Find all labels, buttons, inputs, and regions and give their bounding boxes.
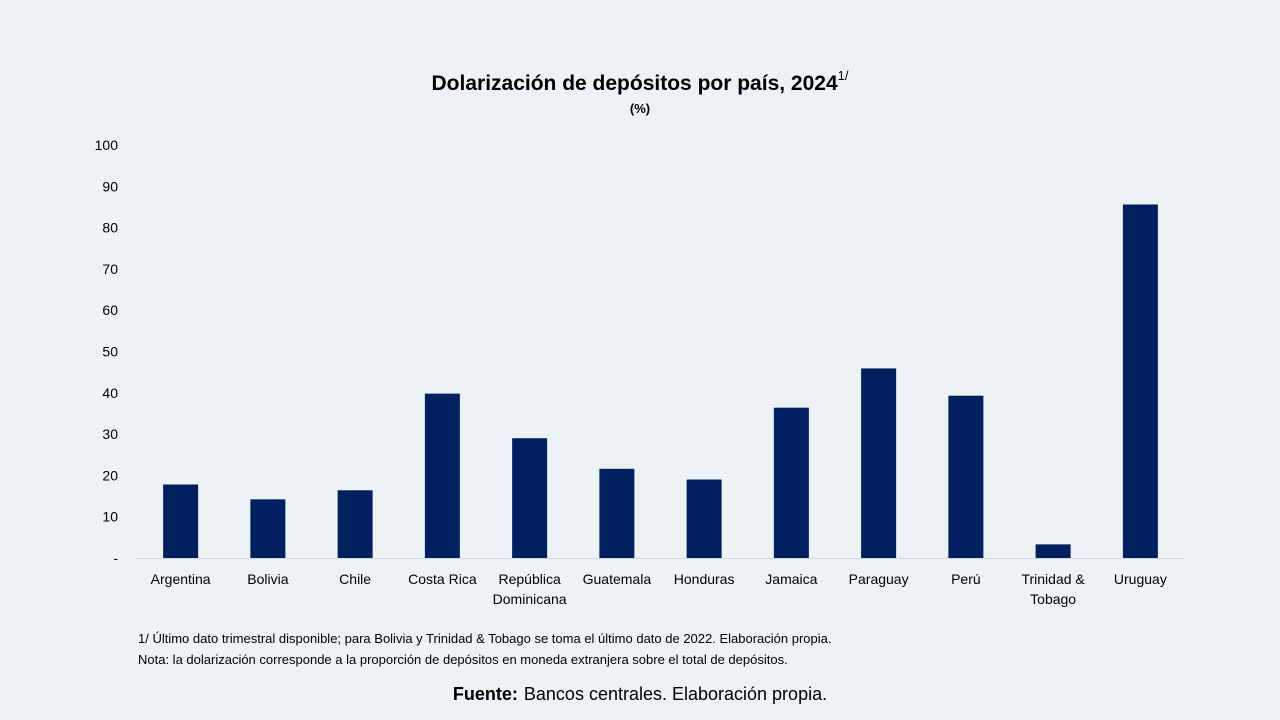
x-tick-label: Paraguay xyxy=(849,571,909,587)
bar xyxy=(599,468,635,558)
x-tick-label: Honduras xyxy=(674,571,735,587)
bar-chart: - 10 20 30 40 50 60 70 80 90 100 Argentina Bolivia Ch… xyxy=(95,137,1184,607)
x-tick-label-line: Guatemala xyxy=(583,571,652,587)
source-text: Bancos centrales. Elaboración propia. xyxy=(523,684,828,704)
x-tick-label-line: Costa Rica xyxy=(408,571,477,587)
y-tick-label: 60 xyxy=(102,302,118,318)
x-tick-label-line: Honduras xyxy=(674,571,735,587)
y-tick-label: 20 xyxy=(102,467,118,483)
y-tick-label: 50 xyxy=(102,344,118,360)
footnote-note: Nota: la dolarización corresponde a la p… xyxy=(138,652,788,667)
bar xyxy=(1035,544,1071,558)
y-tick-label: 70 xyxy=(102,261,118,277)
x-tick-label-line: Perú xyxy=(951,571,981,587)
bar xyxy=(773,407,809,558)
x-tick-label-line: República xyxy=(498,571,560,587)
bar xyxy=(424,393,460,558)
x-tick-label: Guatemala xyxy=(583,571,652,587)
bar xyxy=(1122,204,1158,559)
x-tick-label-line: Argentina xyxy=(151,571,211,587)
x-tick-label: Chile xyxy=(339,571,371,587)
x-tick-label-line: Jamaica xyxy=(765,571,817,587)
x-tick-label-line: Bolivia xyxy=(247,571,288,587)
x-tick-label: República Dominicana xyxy=(493,571,567,607)
bar xyxy=(948,395,984,558)
bar xyxy=(512,438,548,558)
x-tick-label: Trinidad & Tobago xyxy=(1021,571,1085,607)
y-tick-label: 90 xyxy=(102,178,118,194)
x-tick-label: Bolivia xyxy=(247,571,288,587)
y-tick-label: 40 xyxy=(102,385,118,401)
x-tick-label: Perú xyxy=(951,571,981,587)
x-tick-label: Uruguay xyxy=(1114,571,1167,587)
x-tick-label-line: Paraguay xyxy=(849,571,909,587)
x-tick-label: Argentina xyxy=(151,571,211,587)
x-tick-label: Jamaica xyxy=(765,571,817,587)
source-line: Fuente: Bancos centrales. Elaboración pro… xyxy=(0,684,1280,705)
y-tick-label: 80 xyxy=(102,220,118,236)
x-tick-label-line: Trinidad & xyxy=(1021,571,1085,587)
x-tick-label-line: Tobago xyxy=(1030,591,1076,607)
chart-title-text: Dolarización de depósitos por país, 2024 xyxy=(431,72,838,95)
bar xyxy=(861,368,897,558)
footnote-1: 1/ Último dato trimestral disponible; pa… xyxy=(138,631,832,646)
y-tick-label: 100 xyxy=(95,137,119,153)
chart-title-superscript: 1/ xyxy=(837,68,849,83)
y-tick-label: 10 xyxy=(102,509,118,525)
y-tick-label: - xyxy=(113,550,118,566)
source-label: Fuente: xyxy=(452,684,518,704)
bar xyxy=(686,479,722,558)
bar xyxy=(337,490,373,558)
bar xyxy=(250,499,286,558)
x-tick-label: Costa Rica xyxy=(408,571,477,587)
x-tick-label-line: Chile xyxy=(339,571,371,587)
footnotes: 1/ Último dato trimestral disponible; pa… xyxy=(138,628,831,670)
chart-title: Dolarización de depósitos por país, 2024… xyxy=(0,68,1280,96)
x-tick-label-line: Uruguay xyxy=(1114,571,1167,587)
chart-subtitle: (%) xyxy=(629,101,651,116)
bar xyxy=(163,484,199,558)
x-tick-label-line: Dominicana xyxy=(493,591,567,607)
y-tick-label: 30 xyxy=(102,426,118,442)
